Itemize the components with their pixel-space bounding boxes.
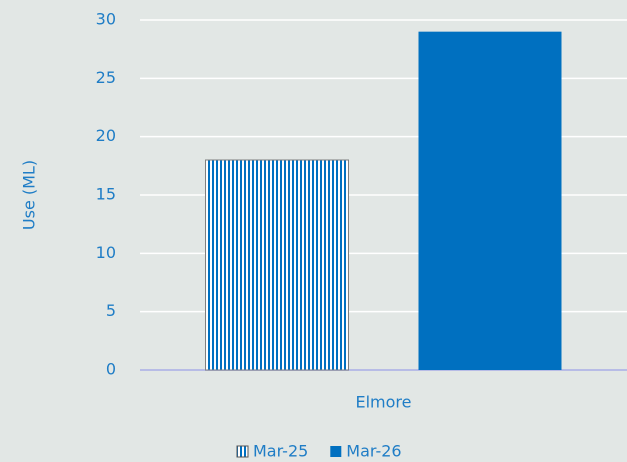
y-axis-label: Use (ML) <box>20 160 39 230</box>
y-tick-label: 15 <box>96 185 116 204</box>
y-tick-label: 30 <box>96 10 116 29</box>
bar <box>418 31 562 371</box>
y-tick-label: 5 <box>106 301 116 320</box>
legend-swatch <box>236 445 249 458</box>
legend-label: Mar-25 <box>253 442 308 461</box>
legend-swatch <box>330 446 342 457</box>
x-tick-label: Elmore <box>356 393 412 412</box>
y-tick-label: 25 <box>96 68 116 87</box>
y-tick-label: 0 <box>106 360 116 379</box>
y-tick-label: 10 <box>96 243 116 262</box>
bar <box>205 159 349 371</box>
y-tick-label: 20 <box>96 126 116 145</box>
legend-label: Mar-26 <box>346 442 401 461</box>
